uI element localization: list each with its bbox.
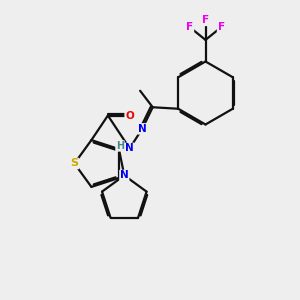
Text: N: N [125,143,134,153]
Text: N: N [120,170,129,180]
Text: F: F [186,22,194,32]
Text: O: O [125,110,134,121]
Text: N: N [138,124,147,134]
Text: F: F [202,15,209,26]
Text: S: S [70,158,78,169]
Text: H: H [116,141,124,151]
Text: F: F [218,22,225,32]
